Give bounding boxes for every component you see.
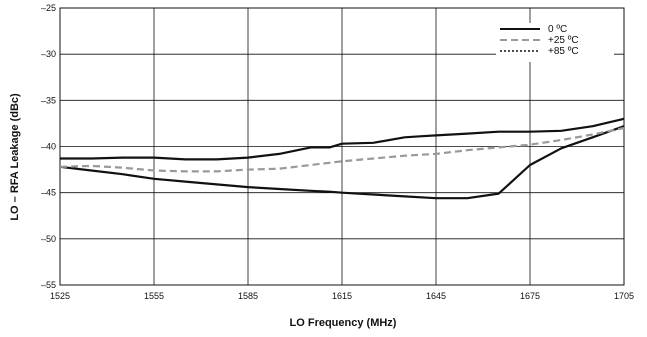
x-tick-label: 1525 bbox=[50, 291, 70, 301]
y-tick-label: –40 bbox=[41, 142, 56, 152]
x-axis-label: LO Frequency (MHz) bbox=[290, 317, 397, 329]
legend: 0 ºC+25 ºC+85 ºC bbox=[496, 23, 614, 62]
y-tick-label: –35 bbox=[41, 95, 56, 105]
series-line-1 bbox=[59, 125, 625, 200]
y-tick-label: –25 bbox=[41, 3, 56, 13]
y-axis-label: LO – RFA Leakage (dBc) bbox=[9, 93, 21, 221]
legend-label-1: 0 ºC bbox=[548, 24, 567, 35]
x-tick-label: 1705 bbox=[614, 291, 634, 301]
series-line-2 bbox=[59, 126, 625, 173]
series-layer bbox=[59, 117, 625, 200]
x-tick-label: 1555 bbox=[144, 291, 164, 301]
y-tick-labels: –25 –30 –35 –40 –45 –50 –55 bbox=[41, 3, 56, 290]
x-tick-label: 1615 bbox=[332, 291, 352, 301]
legend-label-3: +85 ºC bbox=[548, 46, 579, 57]
y-tick-label: –50 bbox=[41, 234, 56, 244]
x-tick-label: 1645 bbox=[426, 291, 446, 301]
x-tick-label: 1675 bbox=[520, 291, 540, 301]
x-tick-label: 1585 bbox=[238, 291, 258, 301]
series-line-3 bbox=[60, 117, 625, 161]
x-tick-labels: 1525 1555 1585 1615 1645 1675 1705 bbox=[50, 291, 634, 301]
y-tick-label: –55 bbox=[41, 280, 56, 290]
legend-label-2: +25 ºC bbox=[548, 35, 579, 46]
y-tick-label: –30 bbox=[41, 49, 56, 59]
y-tick-label: –45 bbox=[41, 188, 56, 198]
